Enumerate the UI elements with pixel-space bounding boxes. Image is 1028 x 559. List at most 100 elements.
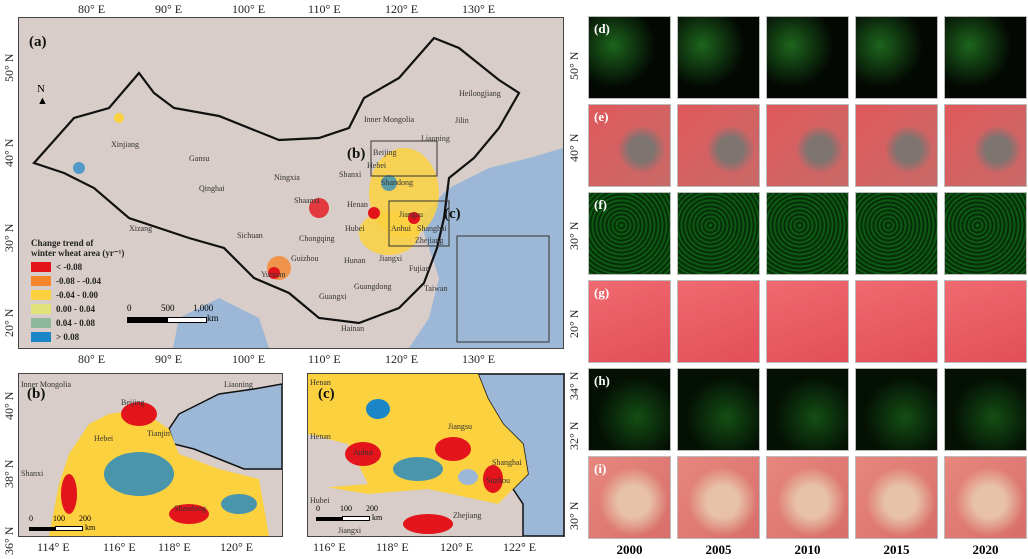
scale-bar: 0 500 1,000 km — [127, 303, 219, 323]
lon-tick: 122° E — [503, 540, 537, 554]
province-label: Jiangsu — [399, 210, 423, 219]
legend-title: winter wheat area (yr⁻¹) — [31, 248, 125, 258]
row-label: (i) — [594, 461, 607, 476]
image-tile — [677, 280, 760, 363]
row-label: (h) — [594, 373, 610, 388]
panel-c-map: (c) Henan Henan Jiangsu Anhui Shanghai S… — [307, 373, 565, 537]
panel-b-label: (b) — [27, 386, 46, 402]
province-label: Jiangxi — [379, 254, 403, 263]
lat-tick: 38° N — [2, 459, 16, 488]
lat-tick: 50° N — [2, 53, 16, 82]
province-label: Guizhou — [291, 254, 319, 263]
lon-tick: 120° E — [440, 540, 474, 554]
lon-tick: 118° E — [158, 540, 191, 554]
province-label: Liaoning — [421, 134, 450, 143]
year-label: 2010 — [794, 542, 821, 557]
province-label: Beijing — [373, 148, 397, 157]
province-label: Xizang — [129, 224, 153, 233]
lat-tick: 40° N — [567, 133, 581, 162]
lat-tick: 20° N — [2, 308, 16, 337]
panel-a-label: (a) — [29, 34, 47, 50]
legend-label: -0.08 - -0.04 — [56, 275, 101, 286]
province-label: Shanxi — [339, 170, 362, 179]
row-label: (d) — [594, 21, 610, 36]
legend-swatch — [31, 317, 51, 328]
legend-label: > 0.08 — [56, 331, 80, 342]
inset-label-b: (b) — [347, 146, 366, 162]
image-tile — [677, 104, 760, 187]
lon-tick: 116° E — [103, 540, 136, 554]
lon-tick: 80° E — [78, 2, 106, 16]
lat-tick: 30° N — [567, 501, 581, 530]
lon-tick: 100° E — [232, 352, 266, 366]
inset-box-c — [388, 200, 450, 247]
province-label: Hunan — [344, 256, 366, 265]
province-label: Henan — [310, 378, 331, 387]
lat-tick: 32° N — [567, 421, 581, 450]
lon-tick: 120° E — [385, 352, 419, 366]
lat-tick: 40° N — [2, 138, 16, 167]
lat-tick: 40° N — [2, 391, 16, 420]
province-label: Chongqing — [299, 234, 335, 243]
lon-tick: 114° E — [37, 540, 70, 554]
province-label: Zhejiang — [415, 236, 444, 245]
legend-label: 0.00 - 0.04 — [56, 303, 95, 314]
inset-box-b — [370, 140, 438, 177]
china-border — [32, 36, 521, 325]
province-label: Fujian — [409, 264, 430, 273]
image-tile: (e) — [588, 104, 671, 187]
province-label: Xinjiang — [111, 140, 139, 149]
legend-swatch — [31, 275, 51, 286]
province-label: Hebei — [94, 434, 114, 443]
province-label: Hainan — [341, 324, 365, 333]
image-tile — [855, 456, 938, 539]
panel-a-map: (a) N ▲ (b) (c) Xinjiang Gansu Qinghai Xi… — [18, 17, 564, 349]
legend-swatch — [31, 331, 51, 342]
image-tile — [855, 280, 938, 363]
province-label: Taiwan — [424, 284, 448, 293]
year-label: 2020 — [972, 542, 999, 557]
image-tile — [766, 456, 849, 539]
lon-tick: 90° E — [155, 2, 183, 16]
lat-tick: 30° N — [2, 223, 16, 252]
province-label: Anhui — [391, 224, 411, 233]
province-label: Jiangxi — [338, 526, 362, 535]
year-label: 2005 — [705, 542, 732, 557]
province-label: Jiangsu — [448, 422, 472, 431]
province-label: Shanghai — [492, 458, 522, 467]
province-label: Heilongjiang — [459, 89, 501, 98]
province-label: Inner Mongolia — [364, 115, 414, 124]
province-label: Shaanxi — [294, 196, 320, 205]
province-label: Gansu — [189, 154, 210, 163]
image-tile — [944, 192, 1027, 275]
province-label: Inner Mongolia — [21, 380, 71, 389]
image-tile — [677, 192, 760, 275]
panel-b-map: (b) Inner Mongolia Liaoning Beijing Hebe… — [18, 373, 283, 537]
province-label: Shandong — [174, 504, 206, 513]
legend-swatch — [31, 261, 51, 272]
lat-tick: 36° N — [2, 526, 16, 555]
image-tile — [944, 368, 1027, 451]
scale-bar: 0 100 200 km — [316, 504, 383, 522]
province-label: Shanxi — [21, 469, 44, 478]
row-label: (e) — [594, 109, 609, 124]
province-label: Shanghai — [417, 224, 447, 233]
province-label: Beijing — [121, 398, 145, 407]
row-label: (f) — [594, 197, 607, 212]
province-label: Suzhou — [486, 476, 510, 485]
legend-swatch — [31, 289, 51, 300]
inset-label-c: (c) — [444, 206, 461, 222]
legend-swatch — [31, 303, 51, 314]
province-label: Yunnan — [261, 270, 286, 279]
province-label: Shandong — [381, 178, 413, 187]
lat-tick: 20° N — [567, 309, 581, 338]
province-label: Guangdong — [354, 282, 392, 291]
lon-tick: 130° E — [462, 352, 496, 366]
image-tile: (i) — [588, 456, 671, 539]
lat-tick: 30° N — [567, 221, 581, 250]
lon-tick: 90° E — [155, 352, 183, 366]
image-tile — [766, 16, 849, 99]
year-label: 2000 — [616, 542, 643, 557]
lon-tick: 120° E — [385, 2, 419, 16]
image-tile — [944, 456, 1027, 539]
